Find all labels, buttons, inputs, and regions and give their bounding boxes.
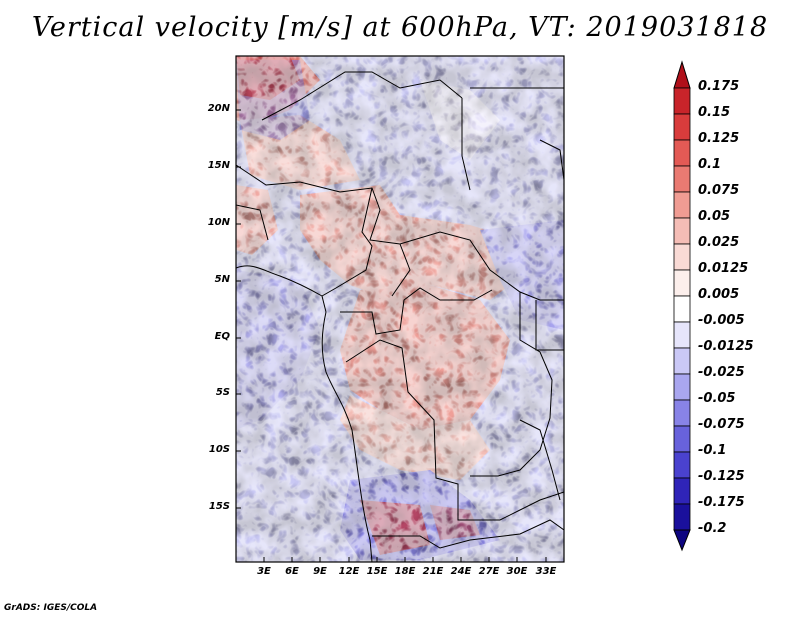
- colorbar-segment: [673, 347, 691, 375]
- longitude-label: 18E: [394, 566, 416, 577]
- grads-credit: GrADS: IGES/COLA: [4, 603, 98, 613]
- colorbar-segment: [673, 243, 691, 271]
- colorbar-segment: [673, 139, 691, 167]
- colorbar-label: -0.025: [698, 365, 745, 380]
- vertical-velocity-field: [236, 56, 564, 562]
- longitude-label: 6E: [285, 566, 299, 577]
- latitude-label: EQ: [214, 331, 230, 342]
- colorbar-segment: [673, 269, 691, 297]
- longitude-label: 9E: [313, 566, 327, 577]
- latitude-label: 10N: [207, 217, 230, 228]
- longitude-label: 27E: [478, 566, 500, 577]
- latitude-label: 15N: [207, 160, 230, 171]
- longitude-label: 12E: [338, 566, 360, 577]
- colorbar-segment: [673, 373, 691, 401]
- latitude-label: 5S: [215, 387, 230, 398]
- colorbar-label: -0.1: [698, 443, 727, 458]
- latitude-ticks: [236, 109, 241, 509]
- longitude-label: 24E: [450, 566, 472, 577]
- longitude-label: 33E: [535, 566, 557, 577]
- longitude-ticks: [263, 557, 547, 562]
- latitude-label: 20N: [207, 103, 230, 114]
- colorbar-segment: [673, 113, 691, 141]
- colorbar-bottom-arrow: [673, 529, 691, 552]
- colorbar-segment: [673, 217, 691, 245]
- colorbar-segment: [673, 191, 691, 219]
- colorbar-top-arrow: [673, 60, 691, 89]
- colorbar-segment: [673, 87, 691, 115]
- colorbar-segment: [673, 477, 691, 505]
- colorbar-label: 0.15: [698, 105, 731, 120]
- colorbar-segment: [673, 503, 691, 531]
- longitude-label: 3E: [257, 566, 271, 577]
- colorbar-segment: [673, 451, 691, 479]
- longitude-label: 21E: [422, 566, 444, 577]
- latitude-label: 15S: [208, 501, 230, 512]
- colorbar-label: -0.05: [698, 391, 736, 406]
- map-title: Vertical velocity [m/s] at 600hPa, VT: 2…: [31, 12, 769, 43]
- colorbar-label: -0.005: [698, 313, 745, 328]
- colorbar-label: 0.125: [698, 131, 740, 146]
- colorbar-label: -0.0125: [698, 339, 754, 354]
- colorbar-label: 0.025: [698, 235, 740, 250]
- colorbar-segment: [673, 425, 691, 453]
- latitude-label: 10S: [208, 444, 230, 455]
- latitude-label: 5N: [214, 274, 230, 285]
- colorbar-label: -0.2: [698, 521, 727, 536]
- colorbar-label: -0.075: [698, 417, 745, 432]
- country-borders: [236, 71, 564, 562]
- map-frame: [235, 55, 565, 563]
- colorbar: [673, 60, 691, 552]
- colorbar-label: 0.005: [698, 287, 740, 302]
- longitude-label: 30E: [506, 566, 528, 577]
- colorbar-segment: [673, 321, 691, 349]
- colorbar-label: 0.0125: [698, 261, 749, 276]
- colorbar-label: 0.175: [698, 79, 740, 94]
- colorbar-segment: [673, 399, 691, 427]
- colorbar-label: -0.175: [698, 495, 745, 510]
- colorbar-label: 0.075: [698, 183, 740, 198]
- colorbar-label: 0.05: [698, 209, 731, 224]
- longitude-label: 15E: [366, 566, 388, 577]
- colorbar-label: -0.125: [698, 469, 745, 484]
- colorbar-segment: [673, 165, 691, 193]
- colorbar-segment: [673, 295, 691, 323]
- colorbar-label: 0.1: [698, 157, 722, 172]
